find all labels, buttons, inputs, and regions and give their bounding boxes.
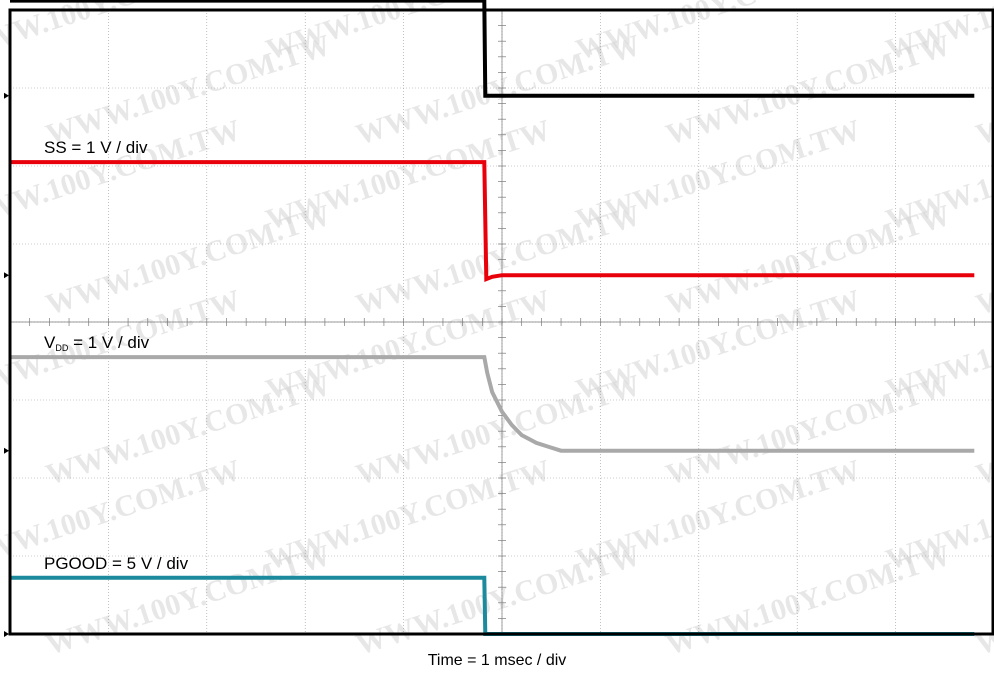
watermark-text-15: WWW.100Y.COM.TW [972,198,994,321]
watermark-text-31: WWW.100Y.COM.TW [972,538,994,661]
ground-marker-0 [4,92,9,99]
series-line-2 [10,355,975,453]
watermark-text-29: WWW.100Y.COM.TW [352,538,645,661]
waveforms [10,0,975,636]
watermark-text-7: WWW.100Y.COM.TW [972,28,994,151]
series-line-1 [10,160,975,283]
series-label-2: VDD = 1 V / div [44,333,150,353]
watermark-text-8: WWW.100Y.COM.TW [0,113,245,236]
ground-marker-2 [4,447,9,454]
ground-marker-1 [4,272,9,279]
series-line-0 [10,0,975,98]
watermark-text-30: WWW.100Y.COM.TW [662,538,955,661]
series-label-3: PGOOD = 5 V / div [44,554,189,573]
grid [10,10,994,634]
ground-marker-3 [4,631,9,637]
x-axis-label: Time = 1 msec / div [427,652,567,669]
watermark-text-23: WWW.100Y.COM.TW [972,368,994,491]
ground-markers [4,92,9,637]
series-label-1: SS = 1 V / div [44,138,148,157]
plot-frame [8,8,994,636]
